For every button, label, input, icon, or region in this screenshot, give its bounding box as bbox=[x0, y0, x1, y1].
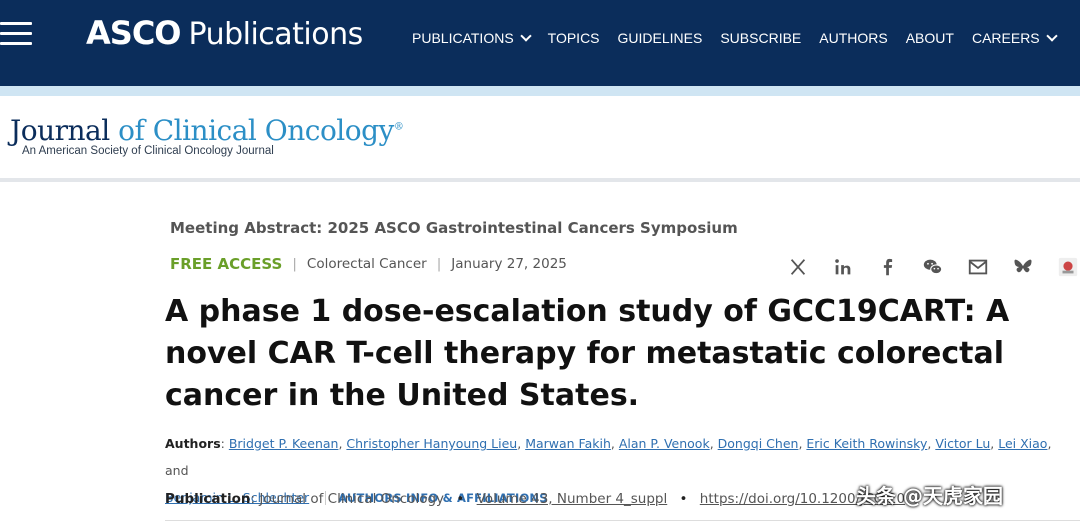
publish-date: January 27, 2025 bbox=[451, 256, 567, 272]
journal-title-part2: of Clinical Oncology bbox=[118, 114, 394, 147]
header-accent-stripe bbox=[0, 86, 1080, 96]
nav-subscribe-label: SUBSCRIBE bbox=[720, 30, 802, 46]
email-share-icon[interactable] bbox=[965, 255, 991, 279]
bullet-separator: • bbox=[679, 491, 688, 507]
and-word: and bbox=[165, 463, 189, 478]
asco-publications-logo[interactable]: ASCO Publications bbox=[86, 14, 363, 54]
nav-authors[interactable]: AUTHORS bbox=[819, 30, 887, 46]
x-share-icon[interactable] bbox=[785, 255, 811, 279]
nav-publications-label: PUBLICATIONS bbox=[412, 30, 514, 46]
meta-separator: | bbox=[436, 256, 442, 272]
author-link[interactable]: Christopher Hanyoung Lieu bbox=[346, 436, 518, 451]
doi-link[interactable]: https://doi.org/10.1200/JCO.20 bbox=[699, 491, 906, 507]
share-toolbar bbox=[785, 255, 1080, 279]
publication-info: Publication: Journal of Clinical Oncolog… bbox=[165, 491, 906, 507]
nav-careers[interactable]: CAREERS bbox=[971, 29, 1058, 46]
hamburger-menu-icon[interactable] bbox=[0, 22, 32, 46]
top-navigation-bar: ASCO Publications PUBLICATIONS TOPICS GU… bbox=[0, 0, 1080, 86]
linkedin-share-icon[interactable] bbox=[830, 255, 856, 279]
logo-publications-text: Publications bbox=[188, 17, 364, 52]
nav-authors-label: AUTHORS bbox=[819, 30, 888, 46]
author-link[interactable]: Marwan Fakih bbox=[525, 436, 611, 451]
section-divider bbox=[0, 178, 1080, 182]
publication-label: Publication bbox=[165, 491, 251, 507]
author-link[interactable]: Eric Keith Rowinsky bbox=[806, 436, 928, 451]
meeting-abstract-label: Meeting Abstract: 2025 ASCO Gastrointest… bbox=[170, 219, 738, 237]
more-share-icon[interactable] bbox=[1055, 255, 1080, 279]
nav-guidelines-label: GUIDELINES bbox=[617, 30, 703, 46]
author-link[interactable]: Lei Xiao bbox=[998, 436, 1048, 451]
topic-label[interactable]: Colorectal Cancer bbox=[306, 256, 427, 272]
chevron-down-icon bbox=[519, 29, 532, 42]
facebook-share-icon[interactable] bbox=[875, 255, 901, 279]
bluesky-share-icon[interactable] bbox=[1010, 255, 1036, 279]
article-title: A phase 1 dose-escalation study of GCC19… bbox=[165, 294, 1010, 413]
journal-title-part1: Journal bbox=[10, 114, 110, 147]
logo-asco-text: ASCO bbox=[86, 14, 181, 52]
bullet-separator: • bbox=[456, 491, 465, 507]
wechat-share-icon[interactable] bbox=[920, 255, 946, 279]
authors-info-affiliations-link[interactable]: AUTHORS INFO & AFFILIATIONS bbox=[325, 491, 548, 505]
nav-subscribe[interactable]: SUBSCRIBE bbox=[720, 30, 801, 46]
journal-title: Journal of Clinical Oncology® bbox=[10, 114, 404, 147]
author-link[interactable]: Dongqi Chen bbox=[717, 436, 799, 451]
main-nav: PUBLICATIONS TOPICS GUIDELINES SUBSCRIBE… bbox=[412, 28, 1074, 48]
nav-about[interactable]: ABOUT bbox=[906, 30, 954, 46]
trademark-symbol: ® bbox=[393, 121, 404, 133]
nav-topics-label: TOPICS bbox=[547, 30, 600, 46]
author-link[interactable]: Alan P. Venook bbox=[618, 436, 710, 451]
meta-separator: | bbox=[292, 256, 297, 272]
journal-subtitle: An American Society of Clinical Oncology… bbox=[22, 145, 274, 157]
chevron-down-icon bbox=[1045, 29, 1058, 42]
authors-block: Authors: Bridget P. Keenan, Christopher … bbox=[165, 436, 1052, 505]
watermark-text: 头条 @天虎家园 bbox=[856, 484, 1003, 508]
free-access-badge: FREE ACCESS bbox=[170, 255, 283, 273]
author-link[interactable]: Benjamin L. Schlechter bbox=[165, 490, 310, 505]
nav-about-label: ABOUT bbox=[905, 30, 954, 46]
article-meta-line: FREE ACCESS | Colorectal Cancer | Januar… bbox=[170, 255, 567, 273]
journal-logo[interactable]: Journal of Clinical Oncology® An America… bbox=[10, 114, 404, 157]
bottom-divider bbox=[165, 520, 1080, 521]
nav-publications[interactable]: PUBLICATIONS bbox=[412, 29, 532, 46]
nav-careers-label: CAREERS bbox=[971, 30, 1040, 46]
nav-topics[interactable]: TOPICS bbox=[548, 30, 600, 46]
volume-link[interactable]: Volume 43, Number 4_suppl bbox=[476, 491, 668, 507]
publication-journal: Journal of Clinical Oncology bbox=[259, 491, 445, 507]
author-link[interactable]: Bridget P. Keenan bbox=[228, 436, 339, 451]
nav-guidelines[interactable]: GUIDELINES bbox=[618, 30, 703, 46]
authors-label: Authors bbox=[165, 436, 221, 451]
author-link[interactable]: Victor Lu bbox=[935, 436, 991, 451]
